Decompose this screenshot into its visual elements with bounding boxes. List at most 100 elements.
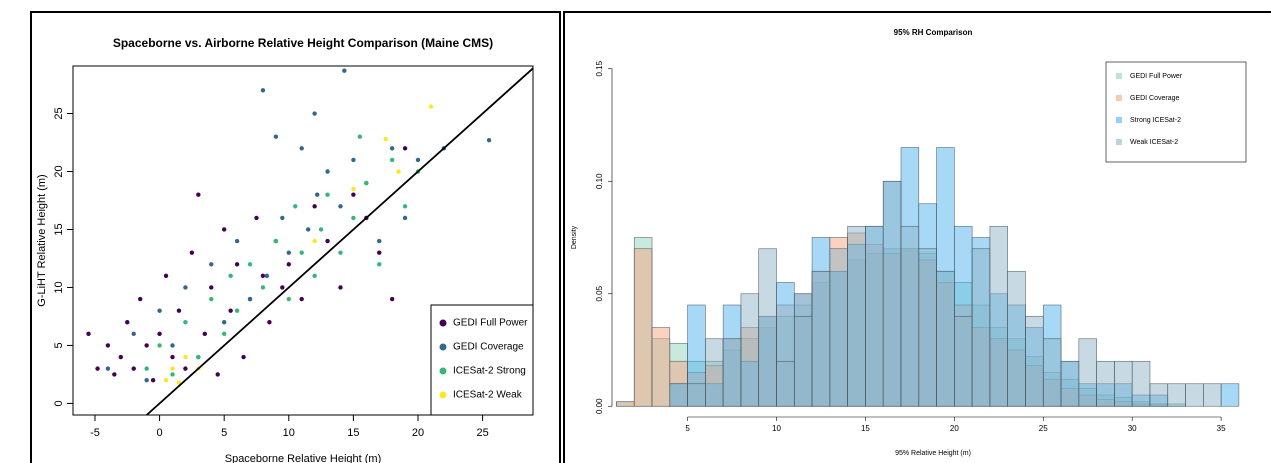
point	[260, 88, 266, 93]
point	[144, 378, 149, 383]
point	[273, 134, 279, 139]
point	[315, 192, 320, 197]
point	[389, 157, 395, 163]
x-axis-label: Spaceborne Relative Height (m)	[225, 453, 382, 463]
hist-bar	[882, 180, 902, 407]
point	[338, 285, 343, 290]
y-tick-label: 5	[53, 342, 65, 348]
point	[351, 192, 356, 197]
hist-bar	[1167, 383, 1186, 407]
hist-bar	[1007, 270, 1026, 407]
point	[221, 320, 227, 325]
legend-label: GEDI Coverage	[1130, 95, 1180, 102]
plot-frame	[72, 65, 534, 416]
hist-bar	[1203, 383, 1222, 407]
legend-label: ICESat-2 Weak	[453, 390, 523, 401]
point	[247, 296, 253, 302]
hist-bar	[1025, 315, 1044, 407]
hist-bar	[776, 360, 795, 407]
point	[286, 262, 291, 267]
point	[312, 273, 317, 279]
hist-bar	[1131, 360, 1151, 407]
y-tick-label: 15	[53, 223, 65, 235]
point	[389, 146, 395, 151]
x-tick-label: 30	[1128, 424, 1137, 433]
point	[202, 331, 207, 337]
point	[131, 331, 136, 337]
point	[325, 169, 330, 174]
point	[221, 227, 227, 232]
point	[144, 343, 149, 348]
x-tick-label: 25	[1039, 424, 1048, 433]
point	[377, 262, 382, 267]
point	[338, 204, 343, 209]
point	[176, 308, 182, 313]
hist-bar	[900, 225, 920, 407]
hist-bar	[705, 338, 724, 407]
y-tick-label: 0.15	[595, 60, 604, 76]
point	[234, 262, 240, 267]
point	[105, 366, 111, 371]
y-axis-label: Density	[571, 225, 578, 249]
point	[389, 296, 395, 302]
x-tick-label: 25	[476, 427, 488, 439]
x-axis-label: 95% Relative Height (m)	[895, 450, 971, 457]
point	[209, 285, 214, 290]
point	[402, 215, 408, 221]
y-tick-label: 20	[53, 165, 65, 177]
y-tick-label: 0.00	[595, 398, 604, 414]
point	[286, 250, 291, 255]
point	[196, 354, 201, 360]
x-tick-label: 5	[221, 427, 227, 439]
point	[112, 372, 117, 377]
point	[383, 136, 388, 142]
hist-bar	[758, 248, 777, 407]
hist-bar	[936, 270, 955, 407]
point	[163, 273, 169, 279]
point	[280, 285, 285, 290]
point	[325, 238, 330, 244]
point	[170, 343, 175, 348]
hist-bar	[829, 248, 848, 407]
point	[260, 273, 266, 279]
point	[486, 138, 492, 143]
point	[396, 169, 401, 174]
right-panel	[563, 11, 1271, 463]
point	[299, 296, 304, 302]
point	[338, 250, 343, 255]
point	[137, 296, 143, 302]
point	[176, 380, 182, 385]
chart-title: 95% RH Comparison	[894, 28, 973, 37]
hist-bar	[954, 315, 973, 407]
point	[402, 146, 408, 151]
legend-box	[430, 304, 534, 416]
point	[234, 238, 240, 244]
point	[247, 262, 253, 267]
point	[183, 366, 188, 371]
hist-bar	[989, 225, 1008, 407]
point	[131, 366, 136, 371]
point	[415, 157, 421, 163]
point	[267, 320, 272, 325]
point	[170, 354, 175, 360]
point	[299, 250, 304, 255]
hist-bar	[1114, 360, 1133, 407]
y-tick-label: 10	[53, 281, 65, 293]
y-tick-label: 0	[53, 400, 65, 406]
hist-bar	[811, 270, 831, 407]
hist-bar	[1149, 383, 1169, 407]
point	[357, 134, 363, 139]
hist-bar	[722, 338, 742, 407]
x-tick-label: 20	[412, 427, 424, 439]
point	[280, 215, 285, 221]
point	[183, 354, 188, 360]
point	[196, 192, 201, 197]
x-tick-label: 15	[861, 424, 870, 433]
point	[105, 343, 111, 348]
x-tick-label: 10	[772, 424, 781, 433]
point	[183, 285, 188, 290]
point	[260, 285, 266, 290]
x-tick-label: 0	[157, 427, 163, 439]
legend-label: ICESat-2 Strong	[453, 366, 526, 377]
legend-label: GEDI Full Power	[453, 318, 528, 329]
